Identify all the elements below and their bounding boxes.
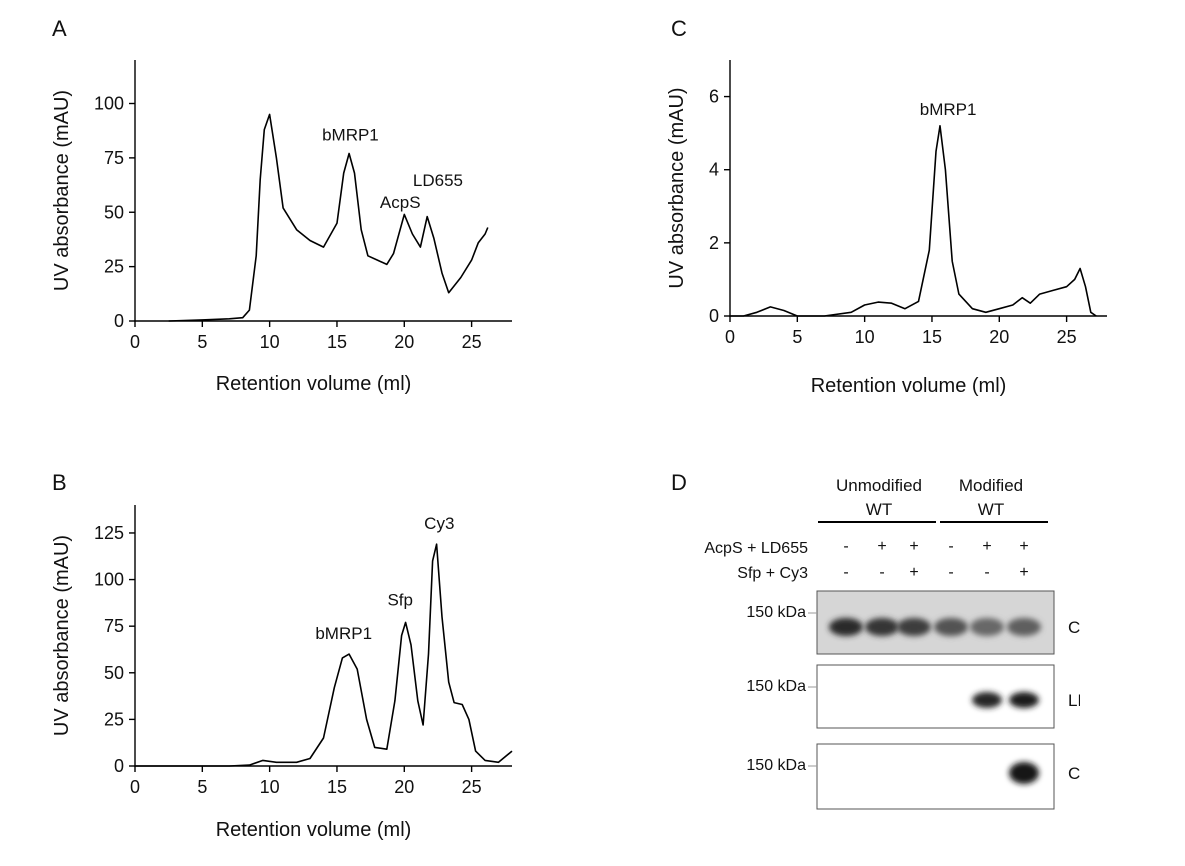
lane-sign: - [984,564,989,581]
lane-sign: + [1019,564,1028,581]
x-tick-label: 20 [989,327,1009,347]
y-tick-label: 0 [114,311,124,331]
gel-band [897,618,931,636]
peak-annotation: Sfp [387,591,413,610]
blot-label: LD655 [1068,691,1080,710]
y-tick-label: 0 [114,756,124,776]
y-tick-label: 2 [709,233,719,253]
gel-band [829,618,863,636]
gel-blot-0: 150 kDa Coomassie [746,590,1080,655]
gel-band [970,618,1004,636]
row-label-acps-ld655: AcpS + LD655 [704,540,808,557]
lane-sign: + [909,564,918,581]
header-group-modified: Modified WT [940,476,1048,523]
gel-band [1009,692,1039,708]
gel-blot-1: 150 kDa LD655 [746,664,1080,729]
header-group-unmodified: Unmodified WT [818,476,936,523]
x-tick-label: 5 [197,332,207,352]
lane-sign: - [948,564,953,581]
chart-c: 0 5 10 15 20 25 0 2 4 6 Retention volume (ml) UV ab… [666,60,1107,397]
x-tick-label: 0 [130,332,140,352]
gel-panels: 150 kDa Coomassie 150 kDa LD655 150 kDa Cy3 [746,590,1080,810]
gel-panel: Unmodified WT Modified WT AcpS + LD655 S… [704,476,1080,810]
y-tick-label: 75 [104,148,124,168]
y-tick-label: 0 [709,306,719,326]
gel-band [972,692,1002,708]
series-line [168,113,489,322]
panel-letter-b: B [52,470,67,495]
y-axis-label: UV absorbance (mAU) [51,90,73,291]
x-tick-label: 20 [394,777,414,797]
panel-letter-a: A [52,16,67,41]
series-line [730,125,1097,317]
x-tick-label: 10 [260,332,280,352]
gel-band [1007,618,1041,636]
panel-letter-d: D [671,470,687,495]
gel-signs: - + + - + + - - + - - + [843,538,1028,581]
marker-label: 150 kDa [746,757,806,774]
y-tick-label: 50 [104,202,124,222]
peak-annotation: AcpS [380,193,421,212]
y-tick-label: 100 [94,94,124,114]
x-tick-label: 25 [462,777,482,797]
x-tick-label: 10 [260,777,280,797]
gel-blot-2: 150 kDa Cy3 [746,743,1080,810]
x-tick-label: 15 [327,777,347,797]
y-tick-label: 50 [104,663,124,683]
y-tick-label: 75 [104,616,124,636]
marker-label: 150 kDa [746,604,806,621]
chart-b: 0 5 10 15 20 25 0 25 50 75 100 125 Retention volume … [51,505,513,841]
lane-sign: - [879,564,884,581]
row-label-sfp-cy3: Sfp + Cy3 [737,565,808,582]
chart-a: 0 5 10 15 20 25 0 25 50 75 100 Retention volume (ml… [51,60,512,395]
gel-band [1009,762,1039,784]
x-tick-label: 15 [327,332,347,352]
y-axis-label: UV absorbance (mAU) [51,535,73,736]
y-tick-label: 25 [104,709,124,729]
peak-annotation: LD655 [413,171,463,190]
x-tick-label: 25 [1057,327,1077,347]
x-axis-label: Retention volume (ml) [216,819,412,841]
header-unmodified-line1: Unmodified [836,476,922,495]
y-tick-label: 125 [94,523,124,543]
y-tick-label: 6 [709,87,719,107]
peak-annotation: bMRP1 [315,624,372,643]
lane-sign: + [1019,538,1028,555]
gel-band [934,618,968,636]
lane-sign: + [982,538,991,555]
x-axis-label: Retention volume (ml) [811,375,1007,397]
lane-sign: - [843,538,848,555]
x-tick-label: 5 [197,777,207,797]
lane-sign: - [843,564,848,581]
x-tick-label: 0 [725,327,735,347]
header-modified-line1: Modified [959,476,1023,495]
x-tick-label: 20 [394,332,414,352]
marker-label: 150 kDa [746,678,806,695]
peak-annotation: Cy3 [424,514,454,533]
peak-annotation: bMRP1 [920,100,977,119]
blot-label: Cy3 [1068,764,1080,783]
peak-annotation: bMRP1 [322,125,379,144]
x-tick-label: 0 [130,777,140,797]
lane-sign: - [948,538,953,555]
lane-sign: + [877,538,886,555]
x-tick-label: 5 [792,327,802,347]
x-tick-label: 10 [855,327,875,347]
x-axis-label: Retention volume (ml) [216,373,412,395]
panel-letter-c: C [671,16,687,41]
blot-label: Coomassie [1068,618,1080,637]
y-tick-label: 25 [104,257,124,277]
lane-sign: + [909,538,918,555]
y-tick-label: 100 [94,570,124,590]
y-axis-label: UV absorbance (mAU) [666,87,688,288]
series-line [135,543,513,767]
header-modified-line2: WT [978,500,1004,519]
y-tick-label: 4 [709,160,719,180]
header-unmodified-line2: WT [866,500,892,519]
gel-band [865,618,899,636]
x-tick-label: 15 [922,327,942,347]
x-tick-label: 25 [462,332,482,352]
